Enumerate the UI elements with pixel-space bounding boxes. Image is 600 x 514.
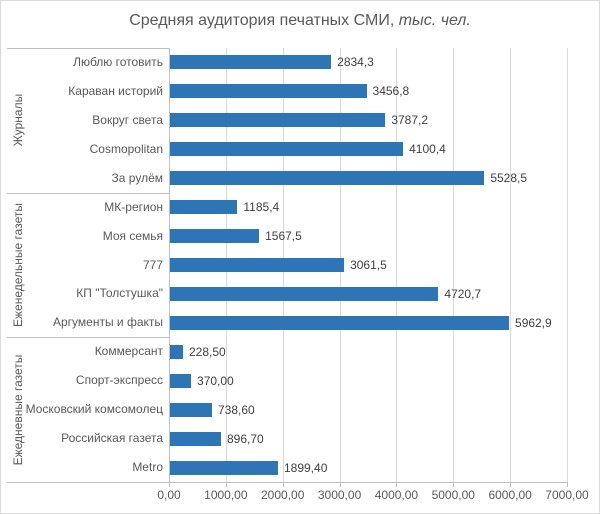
bar — [170, 142, 404, 157]
bar-value-label: 2834,3 — [337, 55, 374, 70]
value-axis-line — [7, 482, 567, 483]
category-label: Российская газета — [61, 431, 163, 446]
chart-title: Средняя аудитория печатных СМИ, тыс. чел… — [1, 12, 599, 30]
gridline — [567, 48, 568, 482]
x-tick-label: 1000,00 — [204, 488, 248, 502]
bar — [170, 229, 260, 244]
category-label: Metro — [132, 460, 163, 475]
category-label: Караван историй — [68, 83, 163, 98]
bar — [170, 460, 278, 475]
bar — [170, 200, 238, 215]
bar-value-label: 738,60 — [217, 402, 255, 417]
category-label: Московский комсомолец — [25, 402, 163, 417]
axis-tick — [396, 482, 398, 487]
bar — [170, 373, 192, 388]
bar-value-label: 4100,4 — [409, 142, 446, 157]
axis-tick — [225, 482, 227, 487]
bar-value-label: 1185,4 — [243, 200, 280, 215]
x-tick-label: 6000,00 — [488, 488, 532, 502]
bar-value-label: 1899,40 — [283, 460, 328, 475]
gridline — [453, 48, 455, 482]
bar — [170, 315, 510, 330]
category-label: Спорт-экспресс — [75, 373, 163, 388]
axis-tick — [510, 482, 512, 487]
bar-value-label: 228,50 — [188, 344, 226, 359]
bar — [170, 286, 439, 301]
bar — [170, 258, 345, 272]
gridline — [396, 48, 398, 482]
category-label: Cosmopolitan — [89, 141, 163, 156]
x-tick-label: 7000,00 — [545, 488, 589, 502]
bar-value-label: 370,00 — [197, 373, 234, 388]
bar — [170, 84, 367, 99]
bar-value-label: 3787,2 — [391, 113, 429, 128]
bar-value-label: 4720,7 — [444, 286, 482, 301]
category-label: 777 — [142, 257, 163, 272]
category-label: Моя семья — [102, 228, 163, 243]
axis-tick — [567, 482, 568, 487]
chart-title-unit: тыс. чел. — [398, 12, 471, 29]
axis-tick — [282, 482, 284, 487]
category-label: Вокруг света — [92, 112, 163, 127]
x-tick-label: 0,00 — [157, 488, 181, 502]
axis-tick — [453, 482, 455, 487]
x-tick-label: 2000,00 — [261, 488, 305, 502]
gridline — [510, 48, 512, 482]
bar — [170, 55, 332, 70]
category-label: За рулём — [111, 170, 163, 185]
category-label: Аргументы и факты — [52, 315, 163, 330]
group-divider — [7, 48, 169, 49]
bar — [170, 402, 212, 417]
bar-value-label: 1567,5 — [265, 229, 302, 244]
bar-value-label: 5962,9 — [515, 315, 552, 330]
x-tick-label: 4000,00 — [374, 488, 419, 502]
bar — [170, 431, 221, 446]
bar-value-label: 5528,5 — [490, 171, 528, 186]
bar — [170, 113, 386, 128]
category-label: МК-регион — [104, 199, 163, 214]
x-tick-label: 5000,00 — [431, 488, 475, 502]
group-divider — [7, 337, 169, 339]
bar — [170, 171, 485, 186]
bar-value-label: 3061,5 — [350, 258, 387, 272]
category-label: КП "Толстушка" — [76, 286, 163, 301]
bar-value-label: 3456,8 — [372, 84, 410, 99]
group-divider — [7, 192, 169, 194]
category-label: Люблю готовить — [73, 55, 163, 69]
axis-tick — [169, 482, 170, 487]
x-tick-label: 3000,00 — [317, 488, 362, 502]
bar — [170, 344, 183, 359]
category-axis-line — [169, 48, 170, 482]
axis-tick — [339, 482, 341, 487]
bar-value-label: 896,70 — [226, 431, 264, 446]
chart-title-text: Средняя аудитория печатных СМИ, — [129, 12, 399, 29]
category-label: Коммерсант — [94, 344, 163, 359]
